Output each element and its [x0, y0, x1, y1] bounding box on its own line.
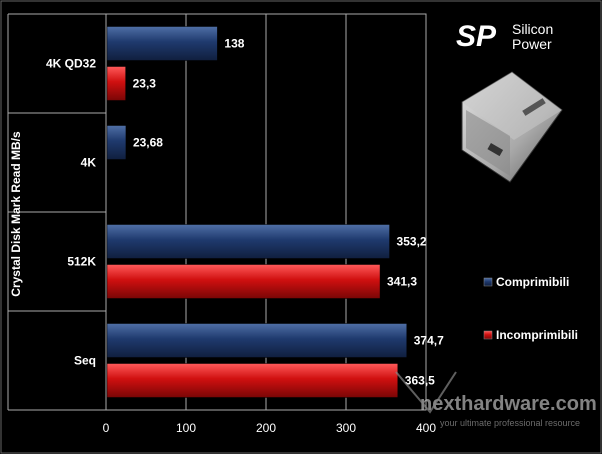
- category-label: 4K: [81, 156, 97, 170]
- bar-incomprimibili: [106, 264, 381, 299]
- value-labels: 138 23,3 23,68 353,2 341,3 374,7 363,5: [133, 37, 444, 388]
- ssd-product-image: [461, 71, 563, 183]
- data-label: 353,2: [397, 235, 427, 249]
- category-label: 512K: [67, 255, 96, 269]
- category-label: Seq: [74, 354, 96, 368]
- watermark-main: nexthardware.com: [420, 393, 597, 415]
- legend-label: Incomprimibili: [496, 328, 578, 342]
- nexthardware-watermark: nexthardware.com your ultimate professio…: [395, 371, 597, 428]
- x-tick-label: 300: [336, 421, 356, 435]
- legend-swatch: [483, 330, 493, 340]
- x-tick-labels: 0 100 200 300 400: [103, 421, 437, 435]
- bar-comprimibili: [106, 125, 127, 160]
- bar-comprimibili: [106, 26, 218, 61]
- bar-incomprimibili: [106, 66, 126, 101]
- logo-name-line2: Power: [512, 36, 552, 52]
- y-axis-label: Crystal Disk Mark Read MB/s: [9, 131, 23, 297]
- data-label: 138: [224, 37, 244, 51]
- category-labels: 4K QD32 4K 512K Seq: [46, 57, 96, 368]
- x-tick-label: 400: [416, 421, 436, 435]
- data-label: 374,7: [414, 334, 444, 348]
- data-label: 341,3: [387, 275, 417, 289]
- x-tick-label: 0: [103, 421, 110, 435]
- bar-incomprimibili: [106, 363, 399, 398]
- legend-swatch: [483, 277, 493, 287]
- watermark-sub: your ultimate professional resource: [440, 418, 580, 428]
- logo-mark: SP: [456, 20, 497, 53]
- bars-group: [106, 26, 408, 398]
- logo-name-line1: Silicon: [512, 21, 553, 37]
- bar-comprimibili: [106, 224, 390, 259]
- x-tick-label: 200: [256, 421, 276, 435]
- data-label: 23,3: [133, 77, 157, 91]
- x-tick-label: 100: [176, 421, 196, 435]
- bar-comprimibili: [106, 323, 408, 358]
- silicon-power-logo: SP Silicon Power: [456, 20, 553, 53]
- data-label: 363,5: [405, 374, 435, 388]
- category-label: 4K QD32: [46, 57, 96, 71]
- data-label: 23,68: [133, 136, 163, 150]
- legend: Comprimibili Incomprimibili: [483, 275, 578, 342]
- legend-label: Comprimibili: [496, 275, 569, 289]
